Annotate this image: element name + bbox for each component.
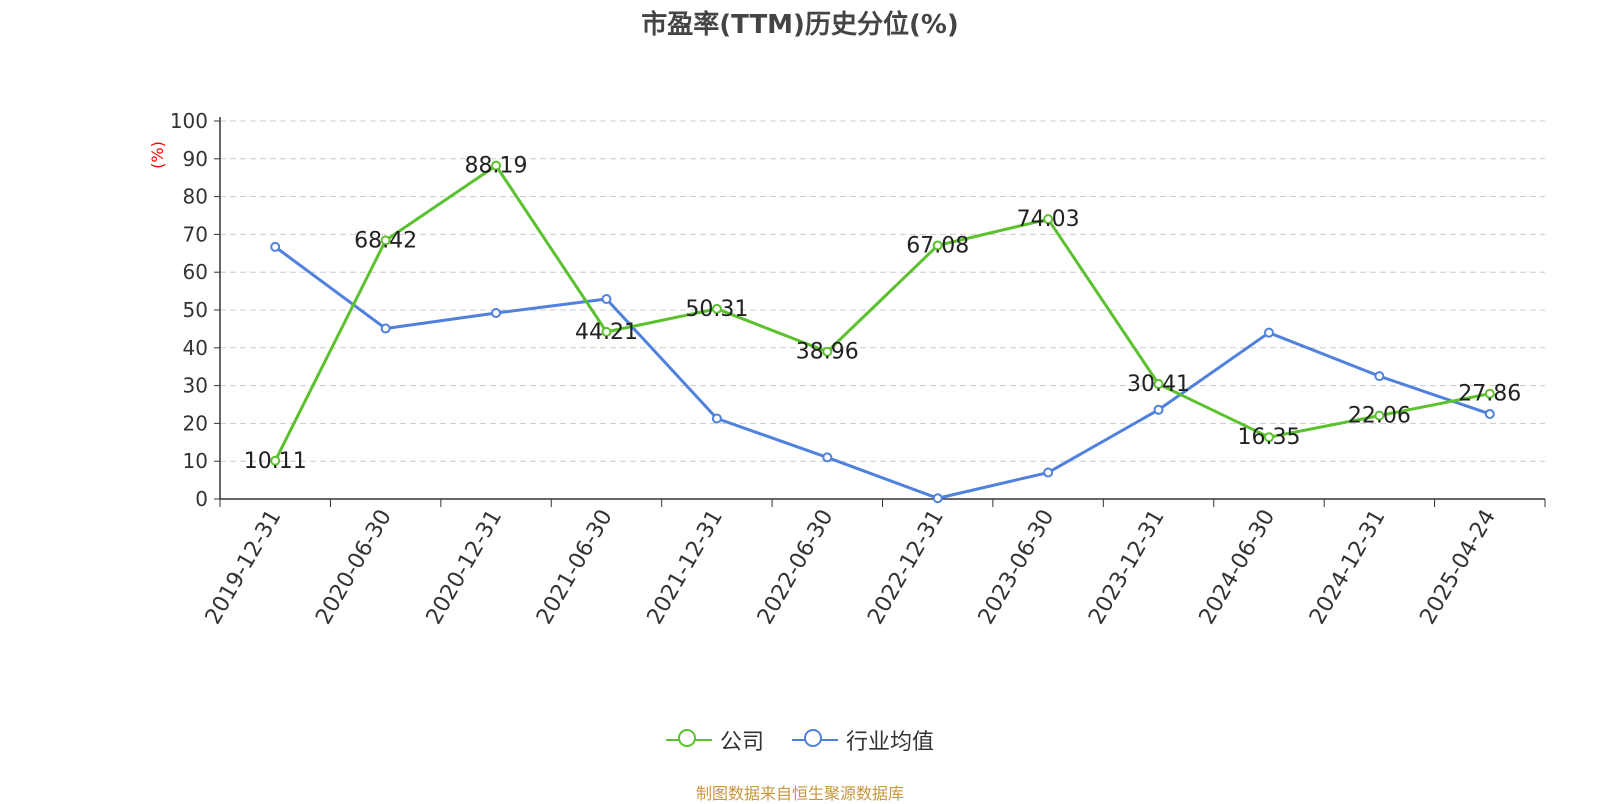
data-label: 68.42 [354,228,417,253]
y-tick-label: 100 [170,109,208,133]
series-line [273,164,1491,462]
data-point [1263,432,1274,443]
data-label: 50.31 [685,297,748,322]
data-point [380,323,391,334]
legend-item-industry-average[interactable]: 行业均值 [792,724,934,756]
data-point [1263,327,1274,338]
data-point [601,294,612,305]
data-label: 30.41 [1127,372,1190,397]
data-label: 22.06 [1348,404,1411,429]
data-label: 16.35 [1237,425,1300,450]
data-point [1043,214,1054,225]
data-point [491,160,502,171]
data-label: 67.08 [906,233,969,258]
legend-industry-label: 行业均值 [846,730,935,755]
x-tick-label: 2023-12-31 [1084,506,1170,629]
legend: 公司 行业均值 [0,724,1600,756]
x-tick-label: 2021-06-30 [532,506,618,629]
data-point [270,455,281,466]
data-label: 38.96 [796,340,859,365]
series-line [274,245,1491,500]
y-tick-label: 30 [183,374,208,398]
data-source-note: 制图数据来自恒生聚源数据库 [695,784,904,803]
data-point [1374,371,1385,382]
legend-company-label: 公司 [719,730,764,755]
y-tick-label: 0 [195,487,208,511]
chart-title: 市盈率(TTM)历史分位(%) [641,10,959,40]
legend-company-marker-icon [665,728,712,752]
legend-industry-marker-icon [792,728,838,752]
data-point [1374,410,1385,421]
data-point [380,235,391,246]
data-label: 88.19 [465,154,528,179]
data-point [1484,408,1495,419]
data-point [711,303,722,314]
y-tick-label: 60 [183,260,208,284]
data-point [491,308,502,319]
data-point [711,413,722,424]
data-point [601,326,612,337]
data-point [1484,388,1495,399]
data-label: 27.86 [1458,382,1521,407]
legend-item-company[interactable]: 公司 [665,724,764,756]
y-tick-label: 90 [183,147,208,171]
y-tick-label: 40 [183,336,208,360]
data-point [1043,467,1054,478]
y-tick-label: 70 [183,222,208,246]
x-tick-label: 2020-12-31 [422,505,508,628]
x-tick-label: 2023-06-30 [974,506,1060,629]
data-point [932,493,943,504]
data-label: 74.03 [1017,207,1080,232]
y-tick-label: 20 [183,411,208,435]
x-tick-label: 2020-06-30 [311,506,397,629]
x-tick-label: 2022-06-30 [753,506,839,629]
x-tick-label: 2019-12-31 [201,506,287,629]
x-tick-label: 2024-06-30 [1195,506,1281,629]
data-point [1153,404,1164,415]
y-axis-label: (%) [148,141,167,169]
data-point [270,241,281,252]
data-point [822,452,833,463]
data-label: 10.11 [244,449,307,474]
y-tick-label: 10 [183,449,208,473]
x-tick-label: 2021-12-31 [642,506,728,629]
y-tick-label: 80 [183,185,208,209]
data-point [932,240,943,251]
data-point [822,346,833,357]
data-point [1153,379,1164,390]
x-tick-label: 2025-04-24 [1415,506,1501,629]
x-tick-label: 2022-12-31 [863,505,949,628]
data-label: 44.21 [575,320,638,345]
y-tick-label: 50 [183,298,208,322]
x-tick-label: 2024-12-31 [1305,506,1391,629]
